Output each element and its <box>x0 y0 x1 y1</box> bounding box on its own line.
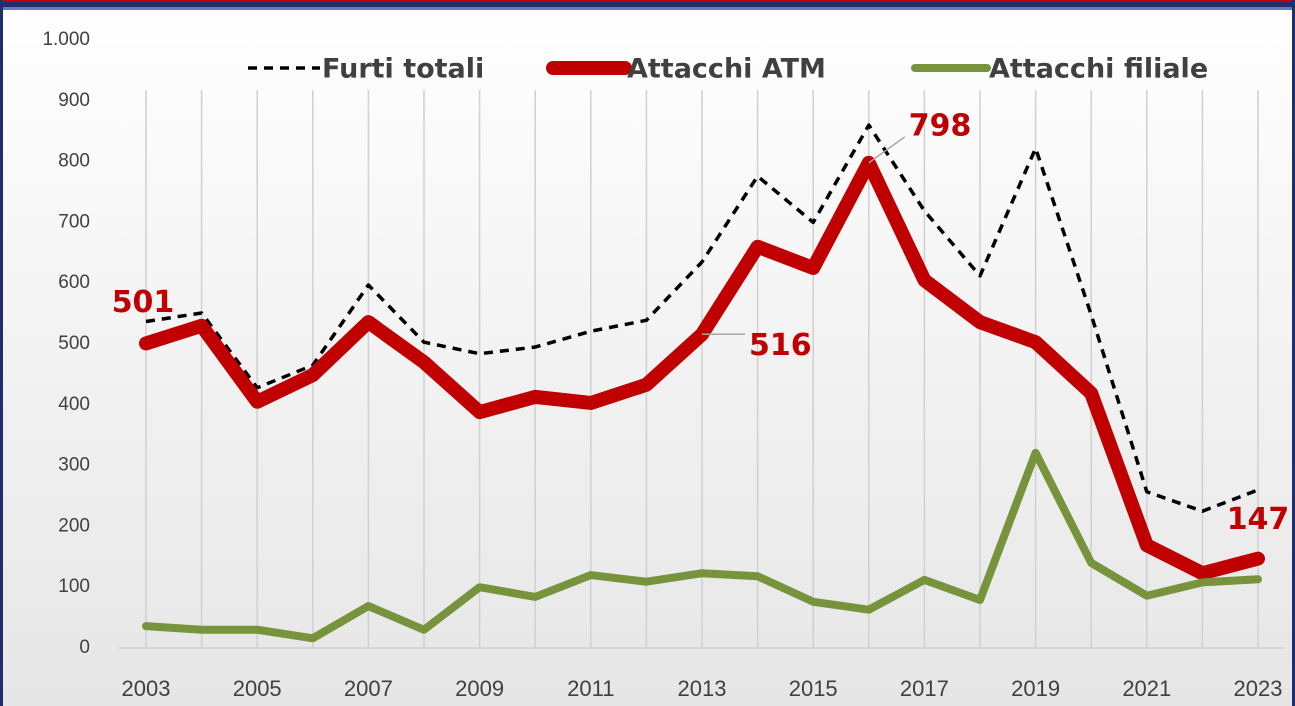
x-tick-label: 2015 <box>789 676 838 701</box>
data-label: 147 <box>1227 502 1290 537</box>
y-tick-label: 600 <box>58 272 90 293</box>
y-tick-label: 300 <box>58 455 90 476</box>
right-border <box>1292 0 1295 706</box>
labels: 0 100 200 300 400 500 600 700 800 900 1.000 2003 200… <box>42 29 1289 701</box>
x-tick-label: 2011 <box>567 676 614 701</box>
x-tick-label: 2019 <box>1011 676 1060 701</box>
x-tick-label: 2021 <box>1122 676 1171 701</box>
y-tick-label: 100 <box>58 576 90 597</box>
y-tick-label: 0 <box>79 637 90 658</box>
top-edge <box>0 7 1295 10</box>
top-stripe <box>0 0 1295 2</box>
grid <box>118 90 1285 649</box>
y-tick-label: 900 <box>58 90 90 111</box>
y-tick-label: 400 <box>58 394 90 415</box>
x-tick-label: 2023 <box>1234 676 1283 701</box>
series-line <box>142 448 1262 643</box>
x-tick-label: 2003 <box>122 676 171 701</box>
legend-label: Attacchi filiale <box>989 54 1208 85</box>
x-tick-label: 2007 <box>344 676 393 701</box>
legend-label: Furti totali <box>322 54 484 85</box>
y-tick-label: 1.000 <box>42 29 90 50</box>
x-tick-label: 2017 <box>900 676 949 701</box>
y-tick-label: 700 <box>58 211 90 232</box>
y-tick-label: 800 <box>58 151 90 172</box>
data-label: 798 <box>909 108 972 143</box>
x-tick-label: 2009 <box>455 676 504 701</box>
leader-line <box>868 136 906 164</box>
data-label: 501 <box>112 285 175 320</box>
legend-label: Attacchi ATM <box>627 54 826 85</box>
data-label: 516 <box>749 328 812 363</box>
x-tick-label: 2013 <box>678 676 727 701</box>
y-tick-label: 500 <box>58 333 90 354</box>
x-tick-label: 2005 <box>233 676 282 701</box>
left-border <box>0 0 3 706</box>
y-tick-label: 200 <box>58 515 90 536</box>
series-line <box>145 123 1259 513</box>
top-band <box>0 0 1295 7</box>
